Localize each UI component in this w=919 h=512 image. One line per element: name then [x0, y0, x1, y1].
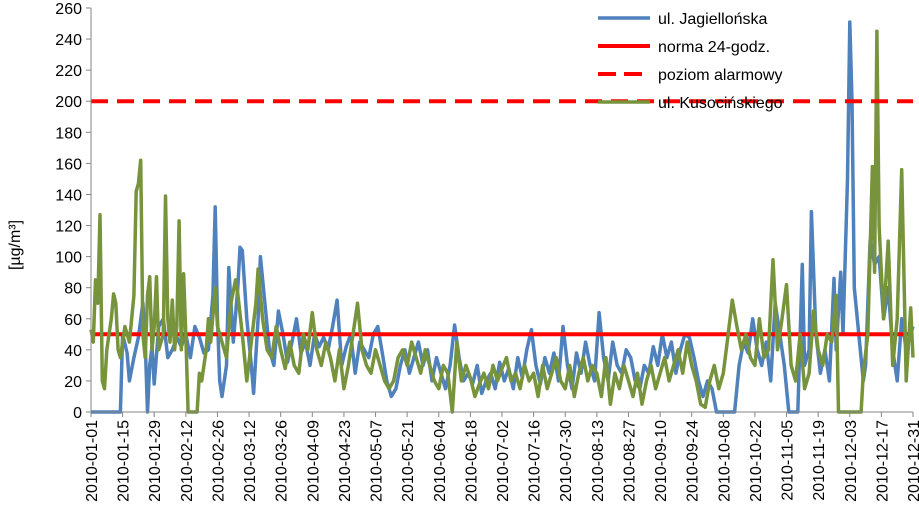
x-tick-label: 2010-01-29 — [147, 420, 164, 502]
y-tick-label: 220 — [55, 63, 82, 80]
legend-label-2: poziom alarmowy — [658, 67, 782, 84]
x-tick-label: 2010-12-17 — [874, 420, 891, 502]
x-tick-label: 2010-04-09 — [305, 420, 322, 502]
axes — [90, 8, 913, 413]
x-tick-label: 2010-11-05 — [780, 420, 797, 501]
series-layer — [89, 20, 915, 414]
x-axis-ticks: 2010-01-01 2010-01-15 2010-01-29 2010-02-12… — [84, 412, 919, 502]
x-tick-label: 2010-02-26 — [210, 420, 227, 502]
y-tick-label: 60 — [64, 312, 82, 329]
x-tick-label: 2010-06-18 — [463, 420, 480, 502]
y-tick-label: 120 — [55, 219, 82, 236]
y-axis-ticks: 0 20 40 60 80 100 120 140 160 180 200 220 240 260 — [55, 1, 91, 422]
x-tick-label: 2010-09-24 — [685, 420, 702, 502]
x-tick-label: 2010-07-30 — [558, 420, 575, 502]
x-tick-label: 2010-07-16 — [527, 420, 544, 502]
series-line-3 — [89, 29, 915, 414]
x-tick-label: 2010-03-26 — [274, 420, 291, 502]
x-tick-label: 2010-08-27 — [621, 420, 638, 502]
x-tick-label: 2010-10-08 — [716, 420, 733, 502]
x-tick-label: 2010-12-03 — [843, 420, 860, 502]
y-axis-label: [µg/m³] — [7, 220, 24, 270]
x-tick-label: 2010-11-19 — [811, 420, 828, 501]
y-tick-label: 140 — [55, 187, 82, 204]
x-tick-label: 2010-01-15 — [116, 420, 133, 502]
y-tick-label: 40 — [64, 343, 82, 360]
y-tick-label: 100 — [55, 250, 82, 267]
y-tick-label: 20 — [64, 374, 82, 391]
x-tick-label: 2010-12-31 — [906, 420, 919, 502]
x-tick-label: 2010-05-21 — [400, 420, 417, 502]
x-tick-label: 2010-09-10 — [653, 420, 670, 502]
legend-label-3: ul. Kusocińskiego — [658, 95, 783, 112]
y-tick-label: 260 — [55, 1, 82, 18]
legend: ul. Jagiellońska norma 24-godz. poziom ala… — [598, 11, 783, 112]
x-tick-label: 2010-04-23 — [337, 420, 354, 502]
y-tick-label: 200 — [55, 94, 82, 111]
legend-label-1: norma 24-godz. — [658, 39, 770, 56]
y-tick-label: 160 — [55, 156, 82, 173]
x-tick-label: 2010-02-12 — [179, 420, 196, 502]
x-tick-label: 2010-03-12 — [242, 420, 259, 502]
legend-label-0: ul. Jagiellońska — [658, 11, 768, 28]
x-tick-label: 2010-06-04 — [432, 420, 449, 502]
x-tick-label: 2010-10-22 — [748, 420, 765, 502]
y-tick-label: 180 — [55, 125, 82, 142]
x-tick-label: 2010-08-13 — [590, 420, 607, 502]
y-tick-label: 80 — [64, 281, 82, 298]
x-tick-label: 2010-07-02 — [495, 420, 512, 502]
y-tick-label: 240 — [55, 32, 82, 49]
x-tick-label: 2010-01-01 — [84, 420, 101, 502]
x-tick-label: 2010-05-07 — [369, 420, 386, 502]
y-tick-label: 0 — [73, 405, 82, 422]
